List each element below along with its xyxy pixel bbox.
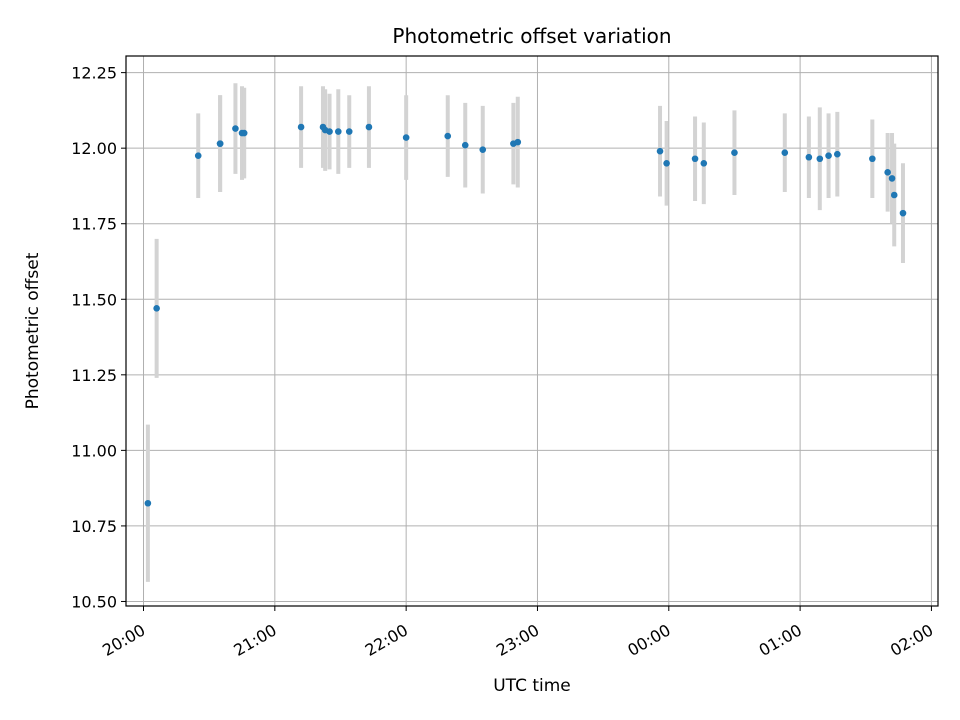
data-point	[232, 125, 239, 132]
y-tick-label: 11.50	[71, 290, 117, 309]
data-point	[479, 146, 487, 153]
data-point	[888, 175, 896, 182]
x-axis-label: UTC time	[493, 676, 571, 696]
data-point	[326, 128, 333, 135]
y-tick-label: 11.75	[71, 215, 117, 234]
data-point	[805, 153, 813, 161]
y-axis-ticks: 10.50 10.75 11.00 11.25 11.50 11.75 12.00 12.25	[71, 64, 126, 611]
data-point	[656, 147, 664, 155]
data-point	[297, 123, 305, 131]
data-point	[240, 129, 248, 137]
data-point	[825, 152, 832, 160]
data-point	[890, 191, 898, 199]
data-point	[365, 123, 373, 131]
data-point	[216, 140, 224, 147]
y-tick-label: 12.25	[71, 64, 117, 83]
data-point	[194, 152, 202, 160]
data-point	[345, 128, 353, 135]
y-tick-label: 12.00	[71, 139, 117, 158]
data-point	[731, 149, 738, 157]
chart-title: Photometric offset variation	[392, 24, 671, 48]
data-point	[461, 141, 469, 149]
data-point	[153, 305, 160, 312]
data-point	[514, 138, 522, 146]
plot-frame	[125, 55, 939, 607]
y-tick-label: 11.00	[71, 441, 117, 460]
y-tick-label: 10.50	[71, 592, 117, 611]
data-point	[144, 499, 152, 507]
data-point	[816, 155, 824, 163]
data-point	[691, 155, 699, 163]
data-points	[144, 123, 907, 507]
data-point	[700, 159, 708, 167]
data-point	[884, 169, 891, 176]
data-point	[834, 150, 841, 158]
data-point	[781, 149, 789, 157]
y-tick-label: 10.75	[71, 517, 117, 536]
data-point	[899, 209, 907, 217]
y-axis-label: Photometric offset	[23, 252, 43, 409]
data-point	[335, 128, 342, 135]
data-point	[869, 155, 876, 163]
y-tick-label: 11.25	[71, 366, 117, 385]
data-point	[444, 132, 452, 140]
data-point	[402, 134, 410, 141]
data-point	[663, 159, 670, 167]
